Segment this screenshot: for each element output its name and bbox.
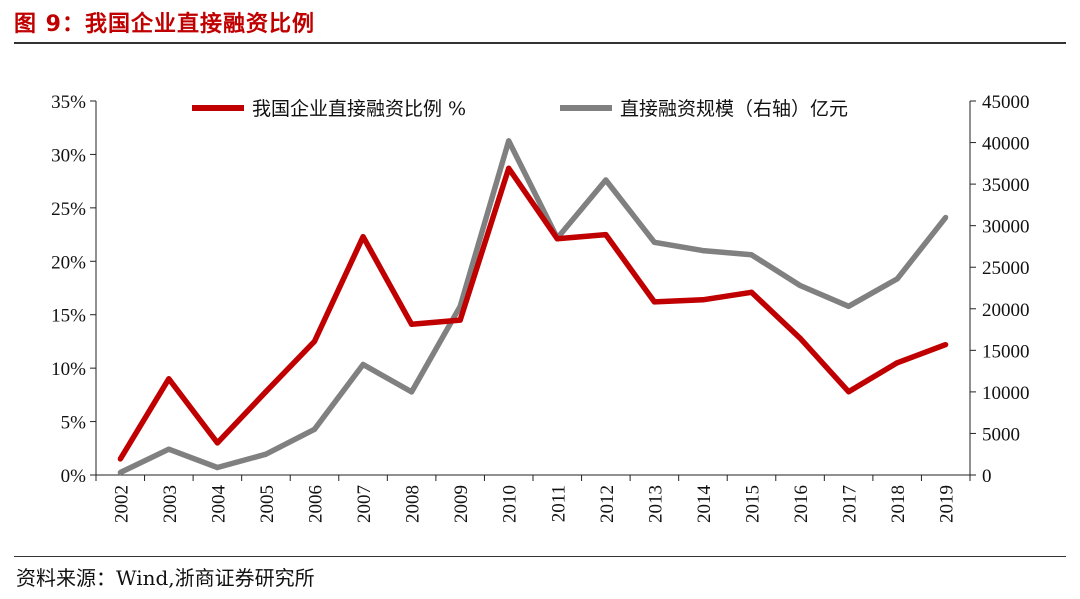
legend-label-scale: 直接融资规模（右轴）亿元 (620, 98, 848, 120)
x-tick-label: 2011 (548, 485, 569, 522)
x-tick-label: 2014 (694, 485, 715, 524)
ratio-point-2002 (117, 456, 123, 462)
right-tick-label: 45000 (982, 92, 1030, 113)
x-tick-label: 2006 (306, 485, 327, 523)
x-tick-label: 2008 (403, 485, 424, 523)
x-tick-label: 2003 (160, 485, 181, 523)
left-tick-label: 15% (51, 306, 86, 327)
left-tick-label: 35% (51, 92, 86, 113)
scale-point-2010 (506, 138, 512, 144)
x-tick-label: 2007 (354, 485, 375, 523)
scale-point-2019 (943, 214, 949, 220)
ratio-point-2012 (603, 232, 609, 238)
ratio-point-2013 (651, 299, 658, 305)
scale-point-2012 (603, 177, 609, 183)
left-tick-label: 10% (51, 359, 86, 380)
scale-point-2015 (748, 252, 755, 258)
title-rule (14, 42, 1066, 44)
ratio-point-2003 (166, 376, 172, 382)
x-tick-label: 2010 (500, 485, 521, 523)
source-rule (14, 556, 1066, 557)
ratio-point-2017 (846, 389, 852, 395)
x-tick-label: 2019 (937, 485, 958, 523)
scale-point-2013 (651, 239, 658, 245)
x-tick-label: 2004 (208, 485, 229, 524)
right-tick-label: 40000 (982, 134, 1030, 155)
ratio-point-2011 (554, 236, 560, 242)
scale-point-2006 (311, 426, 318, 432)
x-tick-label: 2013 (645, 485, 666, 523)
scale-point-2018 (894, 276, 900, 282)
ratio-point-2005 (263, 389, 269, 395)
x-tick-label: 2009 (451, 485, 472, 523)
left-tick-label: 25% (51, 199, 86, 220)
scale-point-2003 (166, 446, 172, 452)
scale-point-2004 (214, 464, 220, 471)
axes-layer: 0% 5% 10% 15% 20% 25% 30% 35% 0 5000 10000 15000 200… (51, 92, 1029, 523)
left-tick-label: 20% (51, 252, 86, 273)
ratio-point-2007 (360, 234, 366, 240)
x-tick-label: 2015 (743, 485, 764, 523)
x-tick-label: 2016 (791, 485, 812, 523)
x-tick-label: 2018 (888, 485, 909, 523)
right-tick-label: 25000 (982, 258, 1030, 279)
ratio-point-2019 (943, 342, 949, 348)
right-tick-label: 30000 (982, 217, 1030, 238)
scale-point-2014 (700, 248, 706, 254)
ratio-point-2014 (700, 297, 706, 303)
ratio-point-2010 (506, 165, 512, 171)
source-note: 资料来源：Wind,浙商证券研究所 (16, 566, 315, 590)
left-tick-label: 0% (61, 466, 87, 487)
right-tick-label: 5000 (982, 424, 1020, 445)
left-tick-label: 5% (61, 413, 87, 434)
series-layer (117, 138, 949, 476)
right-tick-label: 20000 (982, 300, 1030, 321)
x-tick-label: 2017 (840, 485, 861, 523)
left-tick-label: 30% (51, 145, 86, 166)
ratio-point-2008 (409, 321, 415, 327)
right-tick-label: 35000 (982, 175, 1030, 196)
scale-point-2005 (263, 451, 269, 457)
ratio-point-2015 (748, 289, 755, 295)
right-tick-label: 10000 (982, 383, 1030, 404)
figure-title: 图 9：我国企业直接融资比例 (14, 12, 315, 37)
series-line-scale (119, 138, 948, 475)
series-line-ratio (117, 165, 947, 461)
ratio-point-2004 (214, 440, 220, 446)
scale-point-2007 (360, 361, 366, 368)
scale-point-2008 (409, 389, 415, 395)
x-tick-label: 2002 (111, 485, 132, 523)
right-tick-label: 15000 (982, 341, 1030, 362)
legend-label-ratio: 我国企业直接融资比例 % (252, 98, 466, 120)
chart-legend: 我国企业直接融资比例 % 直接融资规模（右轴）亿元 (192, 98, 848, 120)
scale-point-2002 (117, 469, 123, 476)
ratio-point-2016 (797, 335, 803, 341)
scale-point-2017 (846, 303, 852, 309)
ratio-point-2018 (894, 360, 900, 366)
scale-point-2016 (797, 282, 803, 289)
ratio-point-2006 (311, 338, 318, 344)
right-tick-label: 0 (982, 466, 992, 487)
x-tick-label: 2005 (257, 485, 278, 523)
x-tick-label: 2012 (597, 485, 618, 523)
ratio-point-2009 (457, 317, 463, 323)
